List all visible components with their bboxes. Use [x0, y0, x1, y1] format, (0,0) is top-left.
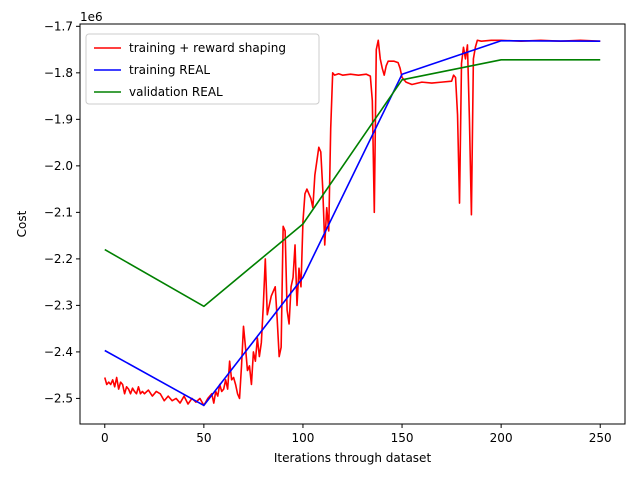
x-tick-label: 0 — [101, 431, 109, 445]
y-tick-label: −2.2 — [44, 252, 73, 266]
x-tick-label: 50 — [196, 431, 211, 445]
y-axis-ticks: −2.5 −2.4 −2.3 −2.2 −2.1 −2.0 −1.9 −1.8 −1.7 — [44, 19, 80, 405]
x-tick-label: 250 — [589, 431, 612, 445]
legend: training + reward shaping training REAL … — [85, 33, 320, 105]
y-tick-label: −2.5 — [44, 391, 73, 405]
y-tick-label: −2.3 — [44, 298, 73, 312]
series-layer — [104, 39, 601, 407]
x-tick-label: 200 — [490, 431, 513, 445]
y-tick-label: −2.4 — [44, 345, 73, 359]
legend-label-training-reward-shaping: training + reward shaping — [129, 41, 286, 55]
y-tick-label: −2.0 — [44, 159, 73, 173]
legend-label-validation-real: validation REAL — [129, 85, 223, 99]
series-line-training-reward-shaping — [104, 39, 601, 407]
plot-frame — [79, 23, 626, 425]
y-axis-label: Cost — [15, 210, 29, 237]
y-axis-scale-label: 1e6 — [80, 10, 103, 24]
y-tick-label: −1.9 — [44, 112, 73, 126]
x-axis-ticks: 0 50 100 150 200 250 — [101, 424, 612, 445]
y-tick-label: −1.7 — [44, 19, 73, 33]
x-tick-label: 150 — [391, 431, 414, 445]
y-tick-label: −2.1 — [44, 205, 73, 219]
x-tick-label: 100 — [292, 431, 315, 445]
legend-box — [85, 33, 320, 105]
series-line-training-real — [104, 39, 601, 407]
y-tick-label: −1.8 — [44, 66, 73, 80]
legend-label-training-real: training REAL — [129, 63, 210, 77]
series-line-validation-real — [104, 59, 601, 308]
x-axis-label: Iterations through dataset — [274, 451, 432, 465]
